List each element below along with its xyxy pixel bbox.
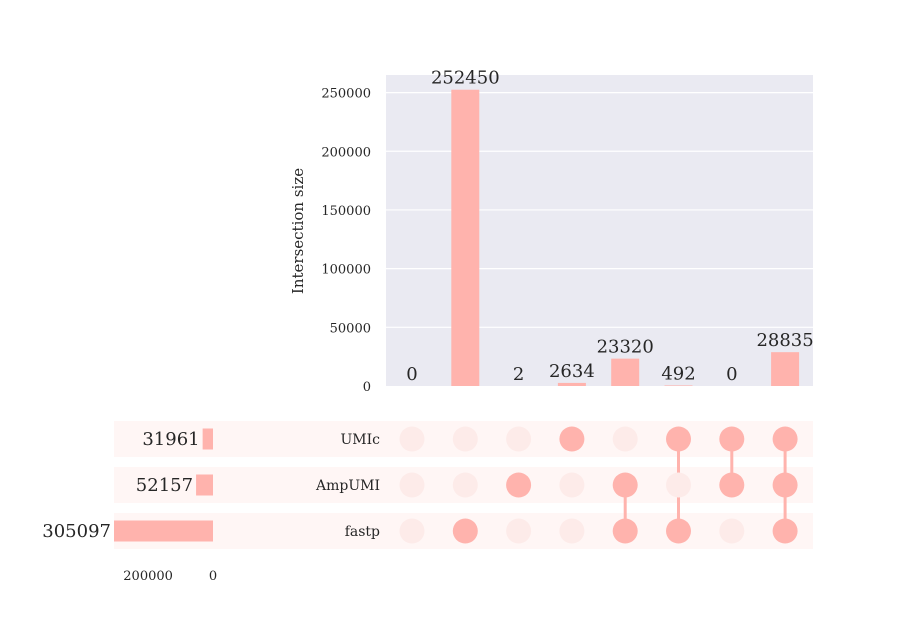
matrix-dot-active (452, 518, 478, 544)
intersection-bar (611, 358, 640, 386)
y-axis-ticks: 0 50000 100000 150000 200000 250000 (321, 87, 371, 395)
set-name-label: AmpUMI (315, 478, 380, 494)
set-size-labels: 31961 52157 305097 (42, 429, 199, 542)
matrix-dots (399, 426, 798, 544)
matrix-dot-inactive (399, 472, 425, 498)
intersection-value-label: 23320 (597, 337, 654, 358)
matrix-dot-active (612, 518, 638, 544)
intersection-bar (451, 89, 480, 387)
matrix-dot-active (666, 518, 691, 544)
y-tick-label: 250000 (321, 87, 371, 102)
y-tick-label: 0 (363, 380, 371, 395)
y-tick-label: 150000 (321, 204, 371, 219)
intersection-value-label: 2634 (549, 361, 595, 382)
set-size-bar (202, 428, 213, 450)
matrix-dot-active (612, 472, 638, 498)
intersection-value-label: 492 (661, 363, 695, 384)
set-size-bars (114, 428, 213, 542)
intersection-value-label: 0 (726, 364, 737, 385)
matrix-dot-inactive (399, 518, 425, 544)
matrix-dot-inactive (559, 472, 585, 498)
intersection-value-label: 252450 (431, 68, 500, 89)
set-size-ticks: 200000 0 (123, 569, 217, 584)
matrix-dot-inactive (452, 426, 478, 452)
matrix-dot-active (772, 472, 798, 498)
set-size-label: 52157 (136, 475, 193, 496)
set-name-label: fastp (345, 524, 380, 540)
y-tick-label: 50000 (330, 321, 371, 336)
intersection-bar (557, 382, 586, 386)
y-tick-label: 100000 (321, 263, 371, 278)
set-name-label: UMIc (340, 432, 380, 448)
y-tick-label: 200000 (321, 145, 371, 160)
set-size-tick-label: 0 (209, 569, 217, 584)
intersection-bars (451, 89, 800, 387)
matrix-dot-active (719, 472, 745, 498)
set-size-bar (114, 520, 213, 542)
matrix-dot-inactive (612, 426, 638, 452)
matrix-dot-inactive (559, 518, 585, 544)
matrix-dot-inactive (719, 518, 745, 544)
set-size-tick-label: 200000 (123, 569, 173, 584)
matrix-dot-inactive (399, 426, 425, 452)
matrix-dot-inactive (666, 472, 691, 498)
matrix-dot-inactive (452, 472, 478, 498)
matrix-dot-inactive (506, 426, 532, 452)
matrix-dot-inactive (506, 518, 532, 544)
y-axis-title: Intersection size (289, 168, 307, 294)
matrix-dot-active (719, 426, 745, 452)
matrix-dot-active (772, 426, 798, 452)
set-names: UMIc AmpUMI fastp (315, 432, 380, 540)
set-size-label: 31961 (142, 429, 199, 450)
intersection-value-label: 28835 (756, 330, 813, 351)
matrix-dot-active (506, 472, 532, 498)
matrix-dot-active (772, 518, 798, 544)
intersection-value-label: 2 (513, 364, 524, 385)
intersection-bar (771, 352, 800, 386)
set-size-label: 305097 (42, 521, 111, 542)
matrix-dot-active (666, 426, 691, 452)
intersection-bar (664, 385, 693, 386)
matrix-dot-active (559, 426, 585, 452)
set-size-bar (196, 474, 213, 496)
intersection-value-label: 0 (406, 364, 417, 385)
